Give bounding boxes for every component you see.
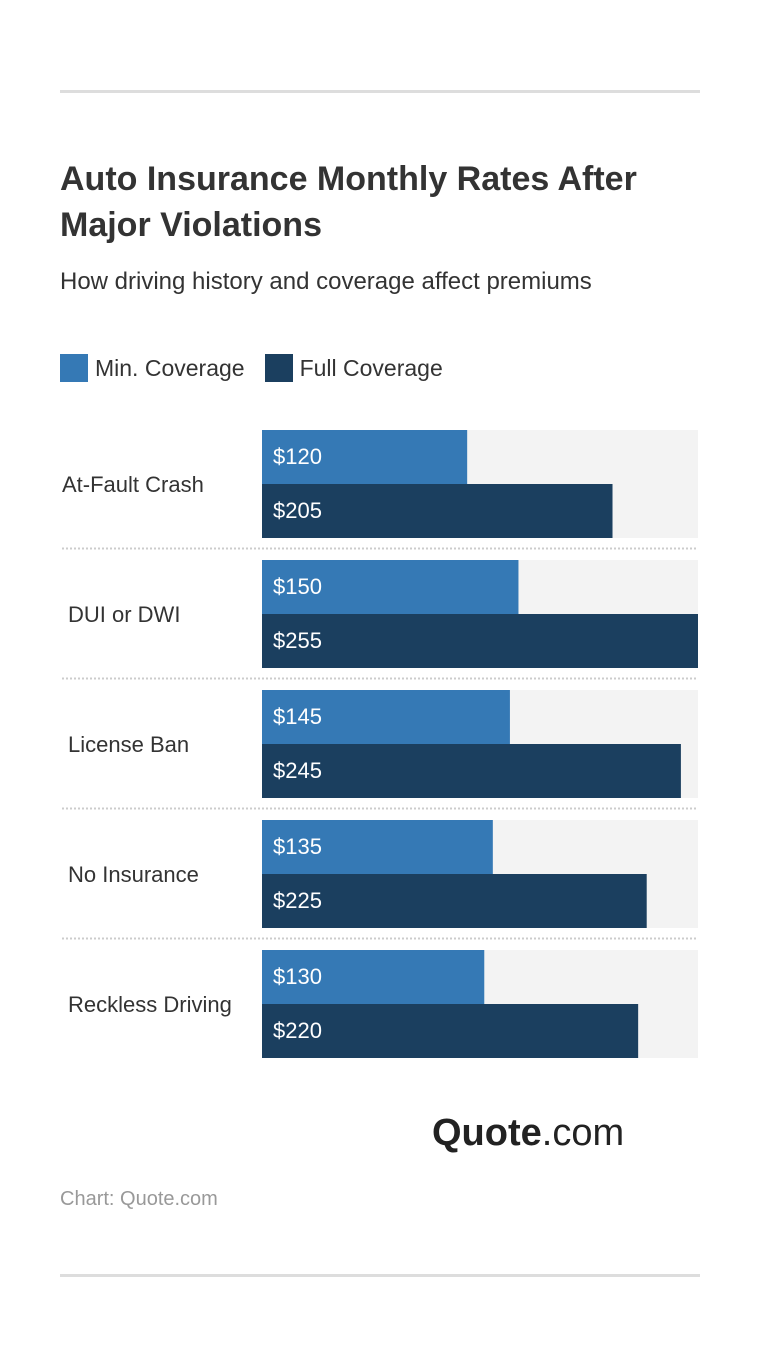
bar-chart: At-Fault Crash $120 $205 DUI or DWI $150 $255… [62, 430, 698, 1058]
bar [262, 690, 510, 744]
category-label: Reckless Driving [68, 992, 232, 1017]
legend-label-full: Full Coverage [299, 354, 443, 381]
bar [262, 820, 493, 874]
bar [262, 614, 698, 668]
bar-value-label: $220 [273, 1018, 322, 1043]
legend: Min. Coverage Full Coverage [60, 354, 463, 382]
bar-value-label: $255 [273, 628, 322, 653]
bar-value-label: $205 [273, 498, 322, 523]
bar [262, 744, 681, 798]
bar [262, 1004, 639, 1058]
legend-swatch-min [60, 354, 88, 382]
quote-logo: Quote.com [432, 1112, 625, 1154]
category-label: License Ban [68, 732, 189, 757]
bar [262, 950, 485, 1004]
bar-value-label: $150 [273, 574, 322, 599]
bar-value-label: $120 [273, 444, 322, 469]
bar [262, 430, 468, 484]
bar-value-label: $245 [273, 758, 322, 783]
bar-value-label: $130 [273, 964, 322, 989]
category-label: No Insurance [68, 862, 199, 887]
legend-swatch-full [264, 354, 293, 382]
bottom-divider [60, 1274, 700, 1277]
legend-label-min: Min. Coverage [95, 354, 245, 381]
bar-value-label: $135 [273, 834, 322, 859]
chart-title: Auto Insurance Monthly Rates After Major… [60, 160, 637, 244]
bar [262, 560, 519, 614]
legend-item-full: Full Coverage [264, 354, 443, 382]
chart-subtitle: How driving history and coverage affect … [60, 268, 592, 295]
bar [262, 874, 647, 928]
chart-source: Chart: Quote.com [60, 1188, 218, 1210]
bar-value-label: $225 [273, 888, 322, 913]
legend-item-min: Min. Coverage [60, 354, 245, 382]
category-label: DUI or DWI [68, 602, 180, 627]
bar [262, 484, 613, 538]
bar-value-label: $145 [273, 704, 322, 729]
top-divider [60, 90, 700, 93]
category-label: At-Fault Crash [62, 472, 204, 497]
